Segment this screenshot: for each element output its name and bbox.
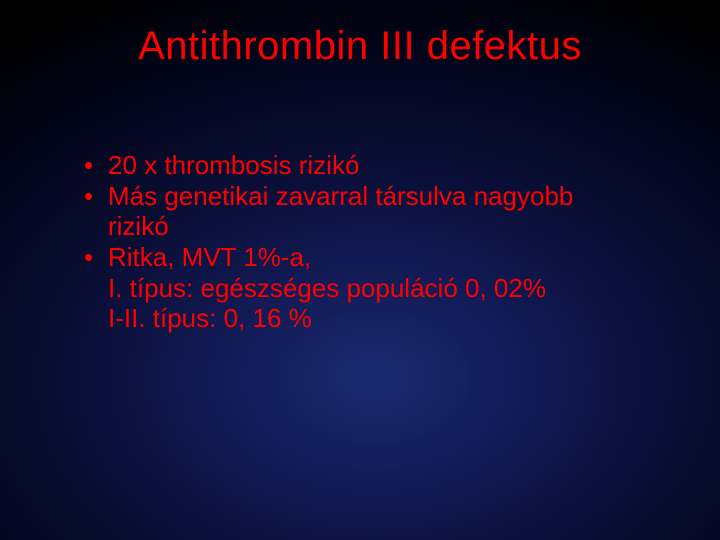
bullet-item: Más genetikai zavarral társulva nagyobb …	[80, 181, 660, 242]
bullet-line: I-II. típus: 0, 16 %	[108, 303, 660, 334]
bullet-line: rizikó	[108, 211, 660, 242]
bullet-line: I. típus: egészséges populáció 0, 02%	[108, 273, 660, 304]
bullet-line: Ritka, MVT 1%-a,	[108, 242, 660, 273]
bullet-list: 20 x thrombosis rizikó Más genetikai zav…	[80, 150, 660, 334]
bullet-line: 20 x thrombosis rizikó	[108, 150, 660, 181]
bullet-item: 20 x thrombosis rizikó	[80, 150, 660, 181]
bullet-item: Ritka, MVT 1%-a, I. típus: egészséges po…	[80, 242, 660, 334]
bullet-line: Más genetikai zavarral társulva nagyobb	[108, 181, 660, 212]
slide-container: Antithrombin III defektus 20 x thrombosi…	[0, 0, 720, 540]
slide-title: Antithrombin III defektus	[0, 24, 720, 69]
slide-body: 20 x thrombosis rizikó Más genetikai zav…	[80, 150, 660, 334]
